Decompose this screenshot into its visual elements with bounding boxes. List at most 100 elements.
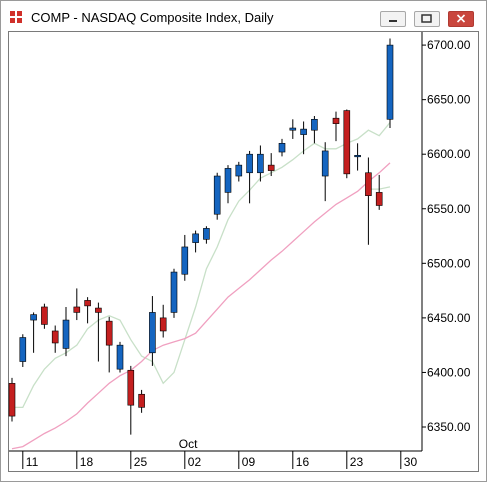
candle-31 xyxy=(343,109,351,179)
candle-body xyxy=(41,306,48,325)
candle-20 xyxy=(224,165,232,204)
candle-body xyxy=(278,142,286,153)
x-tick-label: 16 xyxy=(296,455,310,469)
candle-body xyxy=(127,369,135,406)
candle-body xyxy=(170,271,178,313)
candle-body xyxy=(95,307,102,313)
candle-body xyxy=(224,168,232,193)
candle-14 xyxy=(159,304,167,338)
candle-body xyxy=(138,393,145,408)
candle-27 xyxy=(300,121,307,155)
candle-19 xyxy=(213,172,221,220)
candle-30 xyxy=(332,111,340,142)
window-title: COMP - NASDAQ Composite Index, Daily xyxy=(31,10,274,25)
candle-21 xyxy=(235,161,243,182)
candle-body xyxy=(149,312,156,354)
candle-body xyxy=(300,128,307,135)
y-tick-label: 6600.00 xyxy=(427,147,471,161)
candle-body xyxy=(192,233,199,243)
candle-body xyxy=(375,192,383,206)
candle-body xyxy=(246,153,253,174)
candle-22 xyxy=(246,150,253,204)
candle-body xyxy=(203,228,210,240)
minimize-button[interactable] xyxy=(380,11,406,27)
moving-average-line-1 xyxy=(11,162,391,450)
y-tick-label: 6350.00 xyxy=(427,420,471,434)
candle-7 xyxy=(84,297,91,324)
candle-body xyxy=(257,153,264,174)
x-tick-label: 11 xyxy=(26,455,39,469)
candle-33 xyxy=(365,157,372,245)
candle-35 xyxy=(386,38,394,129)
chart-app-icon xyxy=(10,11,22,23)
candle-body xyxy=(30,314,37,321)
candle-11 xyxy=(127,365,135,435)
maximize-button[interactable] xyxy=(414,11,440,27)
y-tick-label: 6700.00 xyxy=(427,38,471,52)
candle-18 xyxy=(203,226,210,244)
candle-34 xyxy=(375,174,383,210)
candle-body xyxy=(181,246,189,275)
candle-body xyxy=(343,110,351,175)
candle-28 xyxy=(311,116,318,144)
candle-17 xyxy=(192,230,199,253)
moving-averages xyxy=(11,122,391,450)
close-icon xyxy=(456,14,466,23)
candle-body xyxy=(311,118,318,131)
candle-1 xyxy=(19,334,27,367)
y-axis: 6350.00 6400.00 6450.00 6500.00 6550.00 6600.… xyxy=(421,32,471,451)
candle-4 xyxy=(51,325,59,353)
candle-body xyxy=(51,330,59,344)
candle-16 xyxy=(181,234,189,281)
candle-body xyxy=(321,150,329,177)
x-tick-label: 25 xyxy=(134,455,148,469)
candle-15 xyxy=(170,268,178,318)
candle-6 xyxy=(73,288,81,321)
candle-body xyxy=(116,344,124,370)
x-tick-label: 09 xyxy=(242,455,256,469)
candle-25 xyxy=(278,138,286,157)
candle-body xyxy=(62,319,70,349)
candle-body xyxy=(235,164,243,177)
candle-13 xyxy=(149,296,156,366)
candle-body xyxy=(386,44,394,120)
y-tick-label: 6550.00 xyxy=(427,202,471,216)
month-label: Oct xyxy=(179,437,198,451)
chart-panel xyxy=(8,31,479,472)
candle-body xyxy=(8,383,16,417)
candle-body xyxy=(105,320,113,346)
candle-12 xyxy=(138,389,145,413)
maximize-icon xyxy=(421,14,432,23)
candle-body xyxy=(73,306,81,313)
candle-29 xyxy=(321,142,329,202)
candle-body xyxy=(365,172,372,196)
candle-body xyxy=(84,300,91,307)
candle-body xyxy=(289,127,297,131)
x-tick-label: 30 xyxy=(404,455,418,469)
candle-8 xyxy=(95,302,102,362)
x-tick-label: 23 xyxy=(350,455,364,469)
candles xyxy=(8,38,394,435)
x-tick-label: 18 xyxy=(80,455,94,469)
candle-body xyxy=(19,337,27,362)
y-tick-label: 6650.00 xyxy=(427,93,471,107)
candle-body xyxy=(159,317,167,332)
y-tick-label: 6500.00 xyxy=(427,256,471,270)
candle-3 xyxy=(41,303,48,329)
candle-9 xyxy=(105,316,113,373)
candle-0 xyxy=(8,377,16,422)
candle-body xyxy=(332,117,340,124)
candle-26 xyxy=(289,119,297,139)
candle-body xyxy=(267,164,275,171)
candle-body xyxy=(354,154,361,158)
y-tick-label: 6450.00 xyxy=(427,311,471,325)
y-tick-label: 6400.00 xyxy=(427,365,471,379)
candle-5 xyxy=(62,306,70,357)
minimize-icon xyxy=(389,20,397,22)
close-button[interactable] xyxy=(448,11,474,27)
x-axis: 11 18 25 02 09 16 23 30 Oct xyxy=(9,437,422,469)
x-tick-label: 02 xyxy=(188,455,202,469)
candle-body xyxy=(213,175,221,215)
title-bar[interactable]: COMP - NASDAQ Composite Index, Daily xyxy=(1,1,486,32)
